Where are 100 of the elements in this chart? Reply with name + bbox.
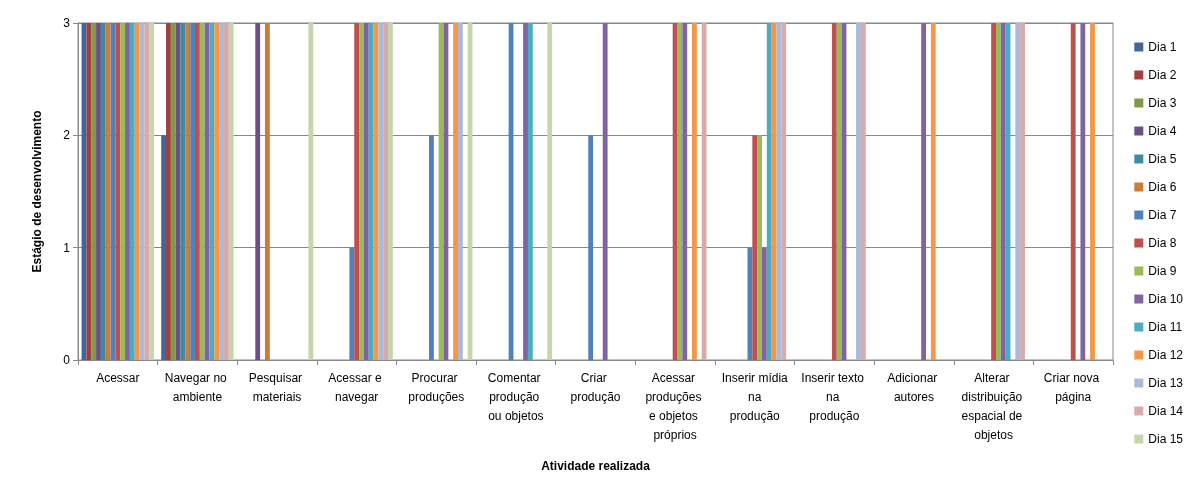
bar — [930, 23, 936, 360]
bar — [86, 23, 92, 360]
legend-label: Dia 14 — [1148, 404, 1184, 418]
bar — [149, 23, 155, 360]
bar — [349, 247, 355, 360]
bar — [588, 135, 594, 360]
bar — [547, 23, 553, 360]
y-axis-title: Estágio de desenvolvimento — [30, 110, 44, 273]
x-tick-label: Criar produção — [570, 370, 621, 404]
bar — [190, 23, 196, 360]
bar — [185, 23, 191, 360]
bar — [129, 23, 135, 360]
legend-label: Dia 13 — [1148, 376, 1184, 390]
bar — [100, 23, 106, 360]
legend-label: Dia 2 — [1148, 68, 1177, 82]
bar — [831, 23, 837, 360]
bar — [429, 135, 434, 360]
x-tick-label: Acessar — [96, 370, 140, 385]
bar — [125, 23, 130, 360]
bar — [995, 23, 1001, 360]
bar — [752, 135, 758, 360]
bar — [836, 23, 842, 360]
bar — [214, 23, 220, 360]
bar — [175, 23, 181, 360]
bar — [757, 135, 762, 360]
bar — [359, 23, 364, 360]
bar — [354, 23, 360, 360]
bar — [921, 23, 927, 360]
legend-label: Dia 10 — [1148, 292, 1184, 306]
legend-label: Dia 7 — [1148, 208, 1177, 222]
legend-label: Dia 6 — [1148, 180, 1177, 194]
x-tick-label: Criar nova página — [1043, 370, 1103, 404]
bar — [255, 23, 261, 360]
bar — [91, 23, 97, 360]
x-tick-label: Procurar produções — [408, 370, 465, 404]
bar — [458, 23, 463, 360]
y-tick-label: 1 — [63, 240, 71, 255]
x-tick-label: Adicionar autores — [887, 370, 941, 404]
legend-label: Dia 4 — [1148, 124, 1177, 138]
bar — [115, 23, 121, 360]
y-tick-label: 2 — [63, 128, 71, 143]
bar — [453, 23, 458, 360]
bar — [1015, 23, 1021, 360]
x-tick-label: Inserir texto na produção — [801, 370, 868, 423]
bar — [991, 23, 996, 360]
x-tick-label: Comentar produção ou objetos — [487, 370, 544, 423]
bar — [438, 23, 444, 360]
bar — [223, 23, 229, 360]
bar — [134, 23, 140, 360]
bar — [701, 23, 707, 360]
bar — [1070, 23, 1076, 360]
bar — [120, 23, 126, 360]
bar — [602, 23, 608, 360]
x-tick-label: Pesquisar materiais — [248, 370, 306, 404]
legend-label: Dia 8 — [1148, 236, 1177, 250]
bar — [682, 23, 688, 360]
bar — [209, 23, 215, 360]
bar — [378, 23, 384, 360]
bar — [144, 23, 150, 360]
legend-label: Dia 9 — [1148, 264, 1177, 278]
x-tick-label: Acessar produções e objetos próprios — [645, 370, 705, 442]
x-tick-label: Inserir mídia na produção — [721, 370, 789, 423]
bar — [1000, 23, 1006, 360]
bar — [527, 23, 533, 360]
bar — [264, 23, 270, 360]
bar — [228, 23, 234, 360]
x-tick-label: Acessar e navegar — [328, 370, 386, 404]
bar — [166, 23, 171, 360]
bar — [96, 23, 101, 360]
bar — [523, 23, 528, 360]
bar — [368, 23, 374, 360]
bar — [388, 23, 393, 360]
bar — [856, 23, 861, 360]
x-tick-label: Navegar no ambiente — [164, 370, 231, 404]
bar — [308, 23, 314, 360]
x-tick-label: Alterar distribuição espacial de objetos — [961, 370, 1026, 442]
bar — [761, 247, 767, 360]
x-axis-title: Atividade realizada — [541, 459, 651, 473]
bar — [860, 23, 866, 360]
bar — [766, 23, 772, 360]
bar — [105, 23, 111, 360]
legend-label: Dia 5 — [1148, 152, 1177, 166]
bar — [672, 23, 678, 360]
legend-label: Dia 12 — [1148, 348, 1184, 362]
bar — [199, 23, 205, 360]
legend-label: Dia 3 — [1148, 96, 1177, 110]
y-tick-label: 3 — [63, 16, 71, 30]
bar — [363, 23, 369, 360]
bar — [170, 23, 176, 360]
bar — [219, 23, 224, 360]
legend-label: Dia 1 — [1148, 40, 1177, 54]
bar — [1090, 23, 1095, 360]
bar — [195, 23, 200, 360]
bar — [1080, 23, 1086, 360]
bar — [747, 247, 753, 360]
bar — [692, 23, 697, 360]
bar — [781, 23, 787, 360]
legend-label: Dia 11 — [1148, 320, 1183, 334]
bar — [161, 135, 167, 360]
bar — [383, 23, 389, 360]
